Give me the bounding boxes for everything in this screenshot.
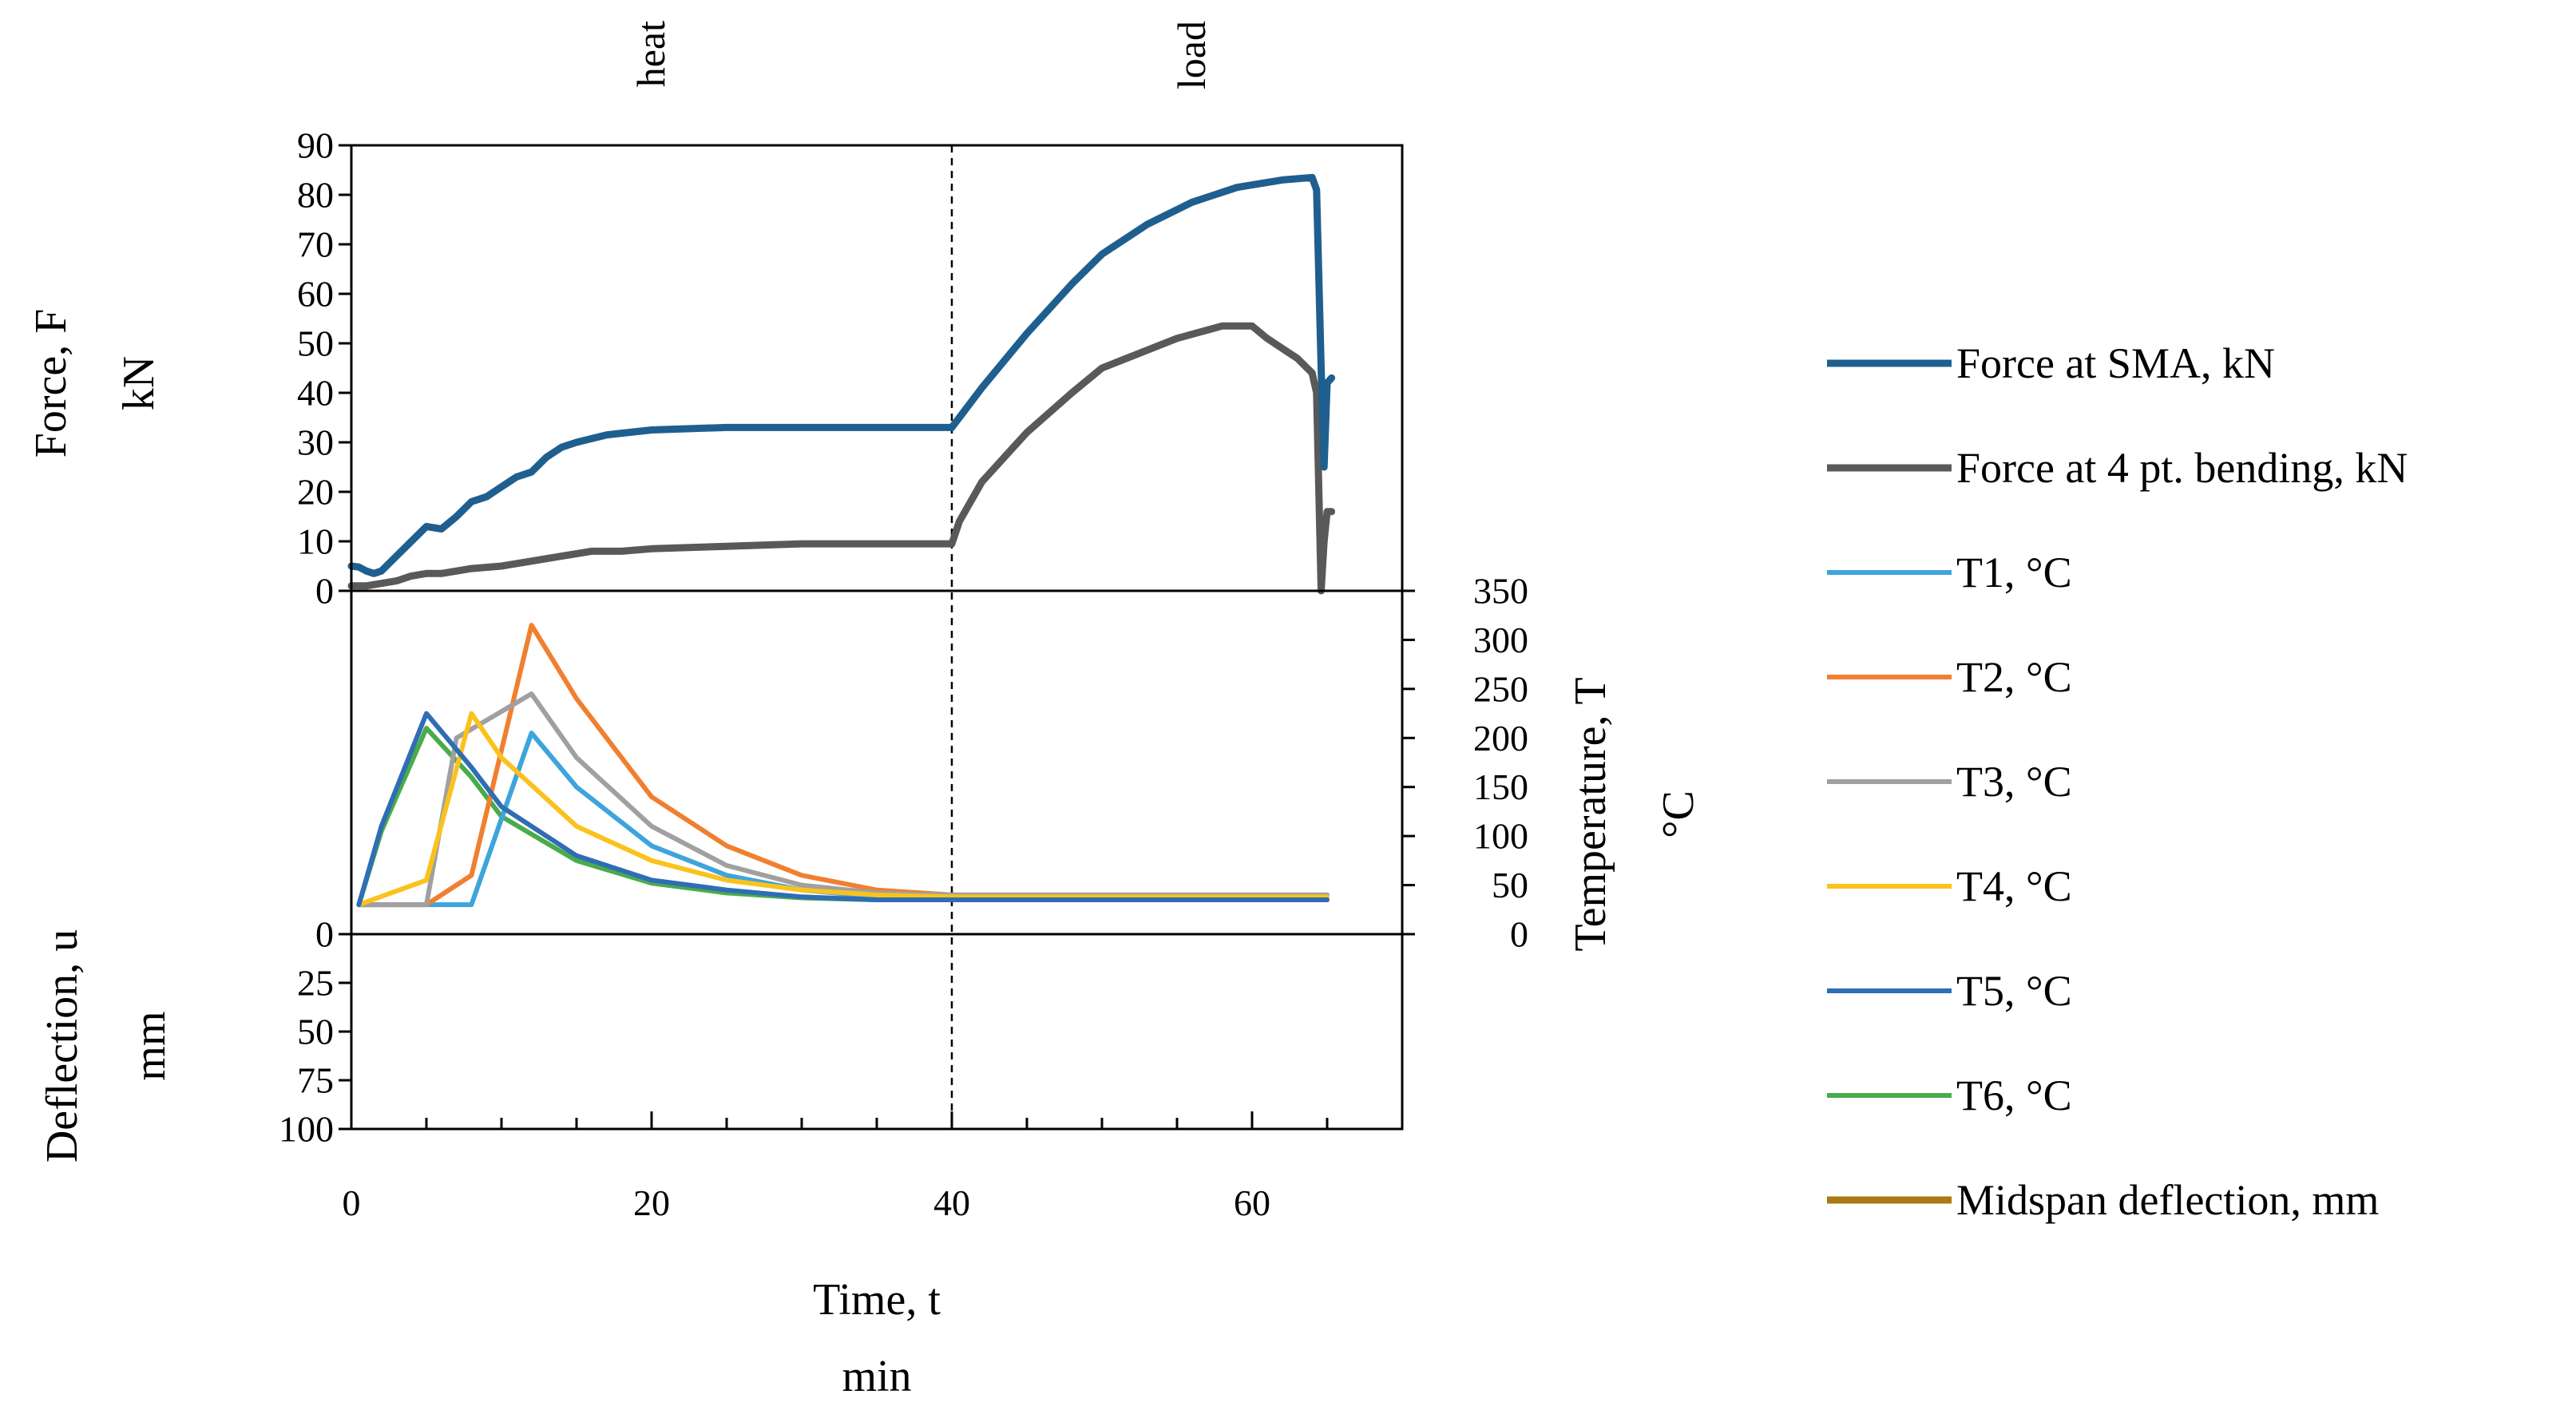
deflection-axis-unit: mm [125, 1011, 175, 1080]
deflection-axis-title: Deflection, u [38, 929, 87, 1162]
force-tick-label: 60 [297, 274, 334, 315]
temperature-axis-unit: °C [1654, 790, 1703, 838]
series-line-force-at-sma-kn [347, 173, 1336, 577]
force-tick-label: 20 [297, 472, 334, 513]
legend-label-t4-c: T4, °C [1956, 862, 2072, 910]
force-tick-label: 0 [315, 571, 334, 612]
force-axis-title: Force, F [26, 309, 76, 458]
force-tick-label: 40 [297, 373, 334, 414]
temperature-tick-label: 0 [1510, 914, 1528, 955]
x-tick-label: 40 [933, 1182, 970, 1223]
legend-label-t6-c: T6, °C [1956, 1071, 2072, 1119]
phase-label-load: load [1169, 21, 1214, 89]
force-tick-label: 80 [297, 175, 334, 216]
x-tick-label: 60 [1234, 1182, 1270, 1223]
deflection-tick-label: 50 [297, 1012, 334, 1052]
legend: Force at SMA, kN Force at 4 pt. bending, … [1827, 339, 2408, 1224]
force-tick-label: 10 [297, 521, 334, 562]
temperature-tick-label: 250 [1473, 668, 1528, 709]
legend-label-t5-c: T5, °C [1956, 967, 2072, 1015]
temperature-tick-label: 100 [1473, 816, 1528, 857]
axis-titles: Force, F kN Temperature, T °C Deflection… [26, 309, 1703, 1401]
plot-frame [350, 144, 1404, 1131]
x-axis-unit: min [842, 1352, 911, 1401]
phase-label-heat: heat [628, 21, 673, 87]
series-line-t3-c [356, 691, 1330, 908]
deflection-tick-label: 25 [297, 963, 334, 1004]
temperature-tick-label: 200 [1473, 718, 1528, 758]
legend-label-force-at-sma-kn: Force at SMA, kN [1956, 339, 2275, 387]
deflection-tick-label: 75 [297, 1060, 334, 1101]
legend-label-force-at-4-pt-bending-kn: Force at 4 pt. bending, kN [1956, 444, 2408, 492]
deflection-tick-label: 0 [315, 914, 334, 955]
legend-label-t3-c: T3, °C [1956, 758, 2072, 806]
series-line-t5-c [356, 711, 1330, 908]
force-tick-label: 30 [297, 422, 334, 463]
temperature-axis-title: Temperature, T [1566, 677, 1615, 951]
force-axis-unit: kN [114, 356, 164, 410]
legend-label-t2-c: T2, °C [1956, 653, 2072, 701]
axes [350, 144, 1404, 1131]
series-line-t4-c [356, 711, 1330, 908]
deflection-tick-label: 100 [279, 1109, 334, 1150]
temperature-tick-label: 300 [1473, 620, 1528, 660]
force-tick-label: 70 [297, 224, 334, 265]
series-line-force-at-4-pt-bending-kn [347, 322, 1336, 595]
force-tick-label: 50 [297, 323, 334, 364]
ticks: 0 20 40 60 0 10 20 30 40 50 60 70 80 90 0 50 100 150 200 25… [279, 125, 1528, 1224]
series-lines [347, 173, 1336, 908]
temperature-tick-label: 50 [1492, 865, 1528, 905]
legend-label-t1-c: T1, °C [1956, 549, 2072, 596]
temperature-tick-label: 150 [1473, 766, 1528, 807]
x-axis-title: Time, t [813, 1275, 941, 1325]
legend-label-midspan-deflection-mm: Midspan deflection, mm [1956, 1176, 2379, 1224]
force-tick-label: 90 [297, 125, 334, 166]
phase-markers: heat load [628, 21, 1214, 1129]
x-tick-label: 20 [633, 1182, 670, 1223]
x-tick-label: 0 [343, 1182, 361, 1223]
series-line-t2-c [356, 623, 1330, 908]
temperature-tick-label: 350 [1473, 571, 1528, 612]
